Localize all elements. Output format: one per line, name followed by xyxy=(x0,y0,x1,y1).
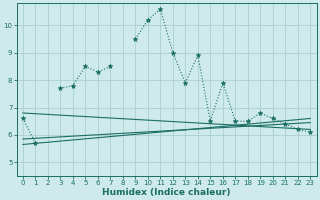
X-axis label: Humidex (Indice chaleur): Humidex (Indice chaleur) xyxy=(102,188,231,197)
